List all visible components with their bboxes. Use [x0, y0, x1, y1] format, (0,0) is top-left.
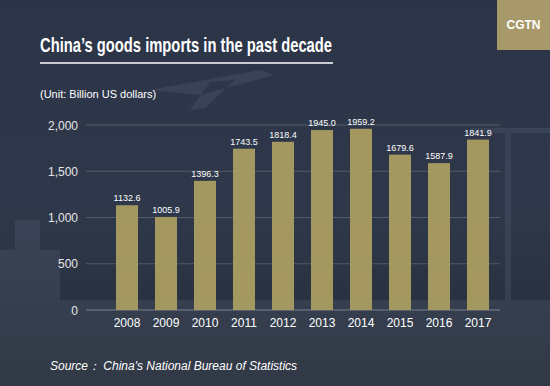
y-tick-label: 2,000 [48, 119, 78, 133]
harbor [60, 300, 550, 386]
airplane [150, 70, 275, 110]
bar [428, 163, 450, 310]
bar [116, 205, 138, 310]
data-label: 1945.0 [308, 118, 336, 128]
chart: CGTN China’s goods imports in the past de… [0, 0, 550, 386]
title-underline [40, 62, 333, 64]
x-tick-label: 2015 [387, 316, 414, 330]
x-tick-label: 2008 [114, 316, 141, 330]
logo: CGTN [507, 18, 541, 32]
crane [505, 130, 511, 330]
bar [467, 140, 489, 310]
bars [116, 129, 489, 310]
logo-box [497, 0, 550, 50]
y-tick-label: 500 [58, 257, 78, 271]
bar [233, 149, 255, 310]
data-label: 1743.5 [230, 137, 258, 147]
bar [194, 181, 216, 310]
title: China’s goods imports in the past decade [40, 33, 332, 56]
data-label: 1679.6 [386, 143, 414, 153]
x-tick-label: 2014 [348, 316, 375, 330]
x-tick-label: 2017 [465, 316, 492, 330]
data-label: 1587.9 [425, 151, 453, 161]
y-tick-label: 1,000 [48, 211, 78, 225]
data-label: 1841.9 [464, 128, 492, 138]
data-label: 1959.2 [347, 117, 375, 127]
x-tick-label: 2013 [309, 316, 336, 330]
x-tick-label: 2016 [426, 316, 453, 330]
background [0, 0, 550, 386]
bar [311, 130, 333, 310]
y-tick-label: 0 [71, 304, 78, 318]
y-label: (Unit: Billion US dollars) [40, 88, 156, 100]
data-label: 1005.9 [152, 205, 180, 215]
grid-line [86, 125, 500, 126]
data-label: 1396.3 [191, 169, 219, 179]
background-decoration [0, 70, 550, 386]
x-tick-label: 2011 [231, 316, 257, 330]
y-tick-label: 1,500 [48, 165, 78, 179]
x-tick-label: 2012 [270, 316, 297, 330]
bar [272, 142, 294, 310]
data-label: 1132.6 [114, 193, 141, 203]
building [15, 220, 40, 386]
bar [155, 217, 177, 310]
x-tick-label: 2009 [153, 316, 180, 330]
grid [86, 125, 500, 310]
bar [350, 129, 372, 310]
bar [389, 155, 411, 310]
x-tick-label: 2010 [192, 316, 219, 330]
data-label: 1818.4 [269, 130, 297, 140]
source: Source： China's National Bureau of Stati… [50, 359, 297, 373]
